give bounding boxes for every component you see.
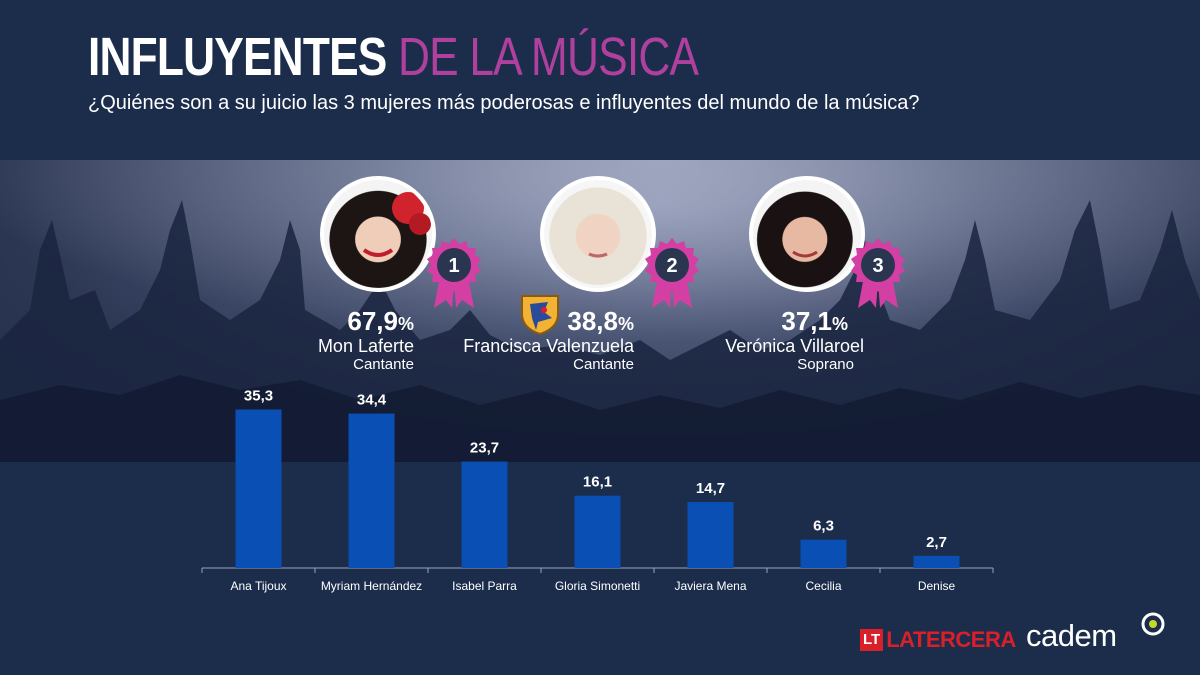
bar [574,495,621,568]
bar-value-label: 35,3 [244,388,273,405]
page-title: INFLUYENTES DE LA MÚSICA [88,27,699,87]
winner-1-name: Mon Laferte [317,336,414,356]
winner-3-percentage: 37,1% [781,306,848,336]
winner-2-percentage: 38,8% [567,306,634,336]
cadem-logo-dot-icon [1141,612,1165,636]
bar-value-label: 2,7 [926,534,947,551]
bar-value-label: 6,3 [813,518,834,535]
rank-3-number: 3 [872,255,883,277]
bar [235,409,282,568]
page-subtitle: ¿Quiénes son a su juicio las 3 mujeres m… [88,92,920,114]
veronica-villaroel-photo [749,176,865,292]
bar [687,501,734,568]
winner-1-role: Cantante [353,356,414,373]
rank-1-rosette-icon: 1 [427,238,481,308]
rank-1-number: 1 [448,255,459,277]
category-label: Ana Tijoux [230,579,286,593]
shield-emblem-icon [521,295,559,336]
cadem-logo: cadem [1026,618,1117,653]
category-label: Cecilia [805,579,841,593]
winner-3-name: Verónica Villaroel [725,336,864,356]
rank-2-rosette-icon: 2 [645,238,699,308]
bar [348,413,395,568]
category-label: Denise [918,579,956,593]
concert-crowd-background [0,160,1200,462]
category-label: Myriam Hernández [321,579,422,593]
header: INFLUYENTES DE LA MÚSICA ¿Quiénes son a s… [0,0,1200,160]
winner-2-name: Francisca Valenzuela [463,336,634,356]
latercera-logo-text: LATERCERA [886,627,1016,652]
bar [461,461,508,568]
mon-laferte-photo [320,176,436,292]
bar-value-label: 34,4 [357,392,387,409]
winner-3-role: Soprano [797,356,854,373]
latercera-logo-box: LT [860,629,884,651]
bar [800,539,847,568]
title-main: INFLUYENTES [88,27,387,87]
rank-3-rosette-icon: 3 [851,238,905,308]
category-label: Javiera Mena [674,579,746,593]
winner-1-percentage: 67,9% [347,306,414,336]
francisca-valenzuela-photo [540,176,656,292]
title-accent: DE LA MÚSICA [397,27,699,87]
rank-2-number: 2 [666,255,677,277]
bar-value-label: 23,7 [470,440,499,457]
winner-2-role: Cantante [573,356,634,373]
latercera-logo: LT LATERCERA [860,627,1016,652]
category-label: Gloria Simonetti [555,579,640,593]
bar-value-label: 14,7 [696,480,725,497]
bar [913,555,960,568]
bar-value-label: 16,1 [583,474,612,491]
category-label: Isabel Parra [452,579,517,593]
